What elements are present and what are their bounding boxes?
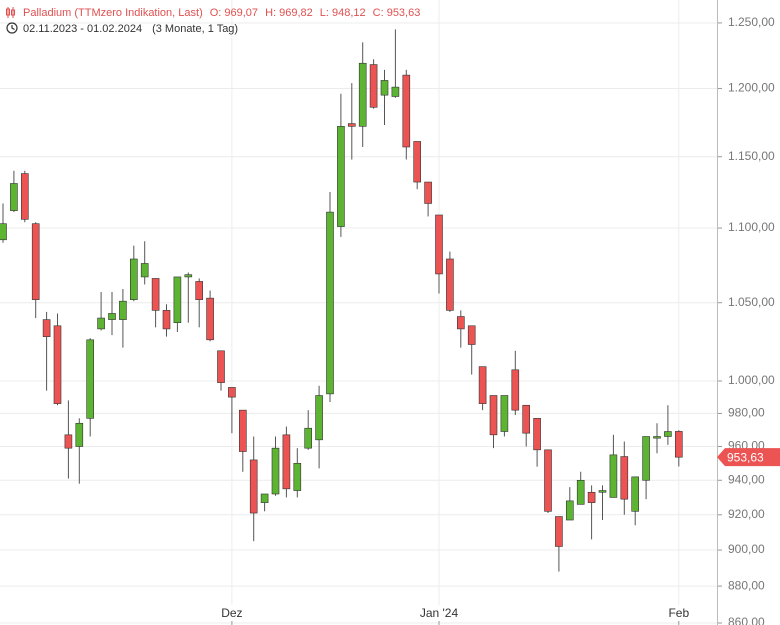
candle-body (315, 395, 323, 441)
candle-body (42, 319, 51, 337)
candle-body (402, 74, 411, 148)
candle-body (347, 123, 356, 127)
y-tick-label: 900,00 (728, 542, 765, 556)
candle-body (664, 431, 672, 437)
candle-body (217, 350, 225, 383)
clock-icon (6, 22, 18, 34)
candle-body (162, 310, 171, 330)
candle-body (140, 263, 149, 278)
candle-body (674, 431, 683, 458)
candle-body (653, 436, 661, 439)
y-tick-label: 980,00 (728, 406, 765, 420)
last-price-box (717, 448, 780, 467)
candle-body (609, 454, 618, 498)
y-tick-label: 920,00 (728, 507, 765, 521)
y-tick-label: 1.100,00 (728, 220, 775, 234)
candle-body (31, 223, 40, 300)
y-tick-label: 880,00 (728, 578, 765, 592)
candle-body (380, 80, 389, 96)
candle-body (151, 278, 160, 311)
candle-body (511, 369, 520, 411)
header: Palladium (TTMzero Indikation, Last) 02.… (6, 7, 238, 35)
candle-body (478, 366, 487, 404)
candle-body (173, 276, 182, 323)
y-tick-label: 1.150,00 (728, 149, 775, 163)
candle-body (555, 516, 563, 547)
candle-body (413, 141, 422, 183)
candle-body (544, 449, 552, 512)
y-tick-label: 1.050,00 (728, 295, 775, 309)
candle-body (228, 387, 236, 398)
x-tick-label: Jan '24 (420, 606, 459, 620)
candle-body (500, 395, 509, 432)
candle-body (282, 434, 291, 490)
candle-body (576, 479, 585, 505)
candle-body (20, 173, 29, 220)
candle-body (631, 476, 640, 512)
candle-body (598, 490, 607, 493)
chart-title: Palladium (TTMzero Indikation, Last) (23, 7, 203, 19)
candle-body (467, 325, 476, 345)
y-tick-label: 1.200,00 (728, 81, 775, 95)
candle-body (424, 181, 432, 204)
ohlc-label: C: 953,63 (373, 7, 421, 19)
candle-body (533, 418, 541, 451)
candle-body (522, 404, 531, 434)
candle-body (489, 395, 498, 436)
candle-body (75, 422, 84, 447)
candle-body (456, 316, 465, 330)
candle-body (195, 281, 203, 300)
candle-body (304, 427, 313, 449)
ohlc-label: O: 969,07 (210, 7, 258, 19)
subtitle: 02.11.2023 - 01.02.2024 (23, 23, 142, 35)
candle-body (184, 274, 193, 278)
candle-body (108, 313, 116, 320)
candle-body (0, 223, 7, 241)
y-tick-label: 940,00 (728, 472, 765, 486)
candle-body (326, 211, 334, 395)
y-tick-label: 860,00 (728, 615, 765, 625)
candle-body (249, 459, 258, 514)
y-tick-label: 1.000,00 (728, 373, 775, 387)
candle-body (620, 456, 629, 500)
grid (0, 0, 717, 624)
x-tick-label: Feb (668, 606, 689, 620)
candle-body (10, 183, 18, 211)
candle-icon (6, 7, 15, 18)
x-tick-label: Dez (221, 606, 242, 620)
ohlc-label: H: 969,82 (265, 7, 313, 19)
candle-body (119, 300, 127, 320)
candle-body (435, 214, 443, 275)
candle-body (587, 491, 596, 503)
candle-body (53, 325, 62, 404)
candle-body (97, 317, 105, 330)
candle-body (86, 339, 94, 419)
y-tick-label: 1.250,00 (728, 15, 775, 29)
candle-body (206, 297, 214, 341)
candle-body (64, 434, 73, 449)
candle-body (565, 500, 574, 521)
candle-body (446, 258, 454, 311)
ohlc-label: L: 948,12 (320, 7, 366, 19)
candle-body (369, 64, 378, 108)
last-price-label: 953,63 (727, 450, 764, 464)
candle-body (391, 86, 400, 97)
candle-body (642, 436, 650, 481)
candle-body (337, 126, 345, 227)
candle-body (358, 62, 367, 127)
candle-body (260, 493, 269, 503)
candle-body (293, 462, 302, 491)
candle-body (271, 447, 280, 495)
candle-body (130, 258, 138, 300)
period: (3 Monate, 1 Tag) (152, 23, 238, 35)
candle-body (239, 409, 247, 452)
